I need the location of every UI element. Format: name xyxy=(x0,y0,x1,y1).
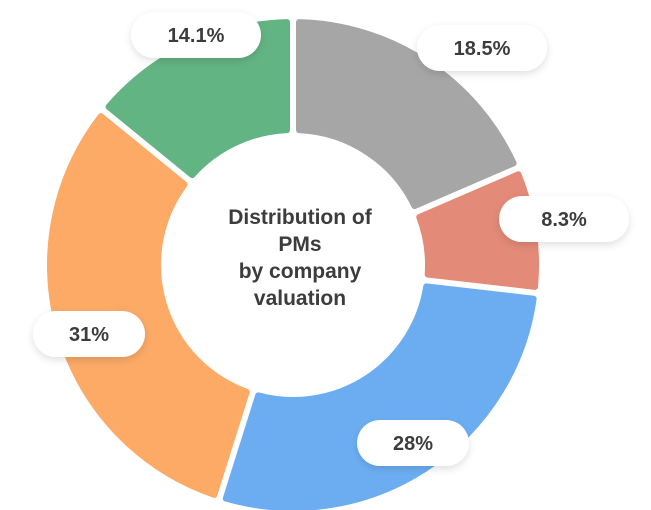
slice-value-label: 28% xyxy=(393,433,433,455)
chart-title-line-3: by company xyxy=(238,260,362,283)
slice-value-label: 14.1% xyxy=(168,25,225,47)
slice-31pct xyxy=(47,113,250,498)
slice-value-label: 8.3% xyxy=(541,209,587,231)
label-pill-background xyxy=(499,196,629,242)
slice-label-pill: 18.5% xyxy=(417,25,547,71)
slice-label-pill: 14.1% xyxy=(131,12,261,58)
chart-title-line-4: valuation xyxy=(253,287,347,310)
slice-value-label: 18.5% xyxy=(454,38,511,60)
slice-label-pill: 31% xyxy=(33,311,145,357)
label-pill-background xyxy=(417,25,547,71)
label-pill-background xyxy=(131,12,261,58)
chart-title-line-2: PMs xyxy=(278,233,322,256)
slice-18-5pct xyxy=(296,19,517,210)
slice-label-pill: 28% xyxy=(357,420,469,466)
slice-label-pill: 8.3% xyxy=(499,196,629,242)
chart-title: Distribution of PMs by company valuation xyxy=(200,204,400,312)
slice-value-label: 31% xyxy=(69,324,109,346)
slice-14-1pct xyxy=(105,19,290,179)
slice-28pct xyxy=(222,283,537,510)
chart-title-line-1: Distribution of xyxy=(228,206,372,229)
label-pill-background xyxy=(357,420,469,466)
label-pill-background xyxy=(33,311,145,357)
